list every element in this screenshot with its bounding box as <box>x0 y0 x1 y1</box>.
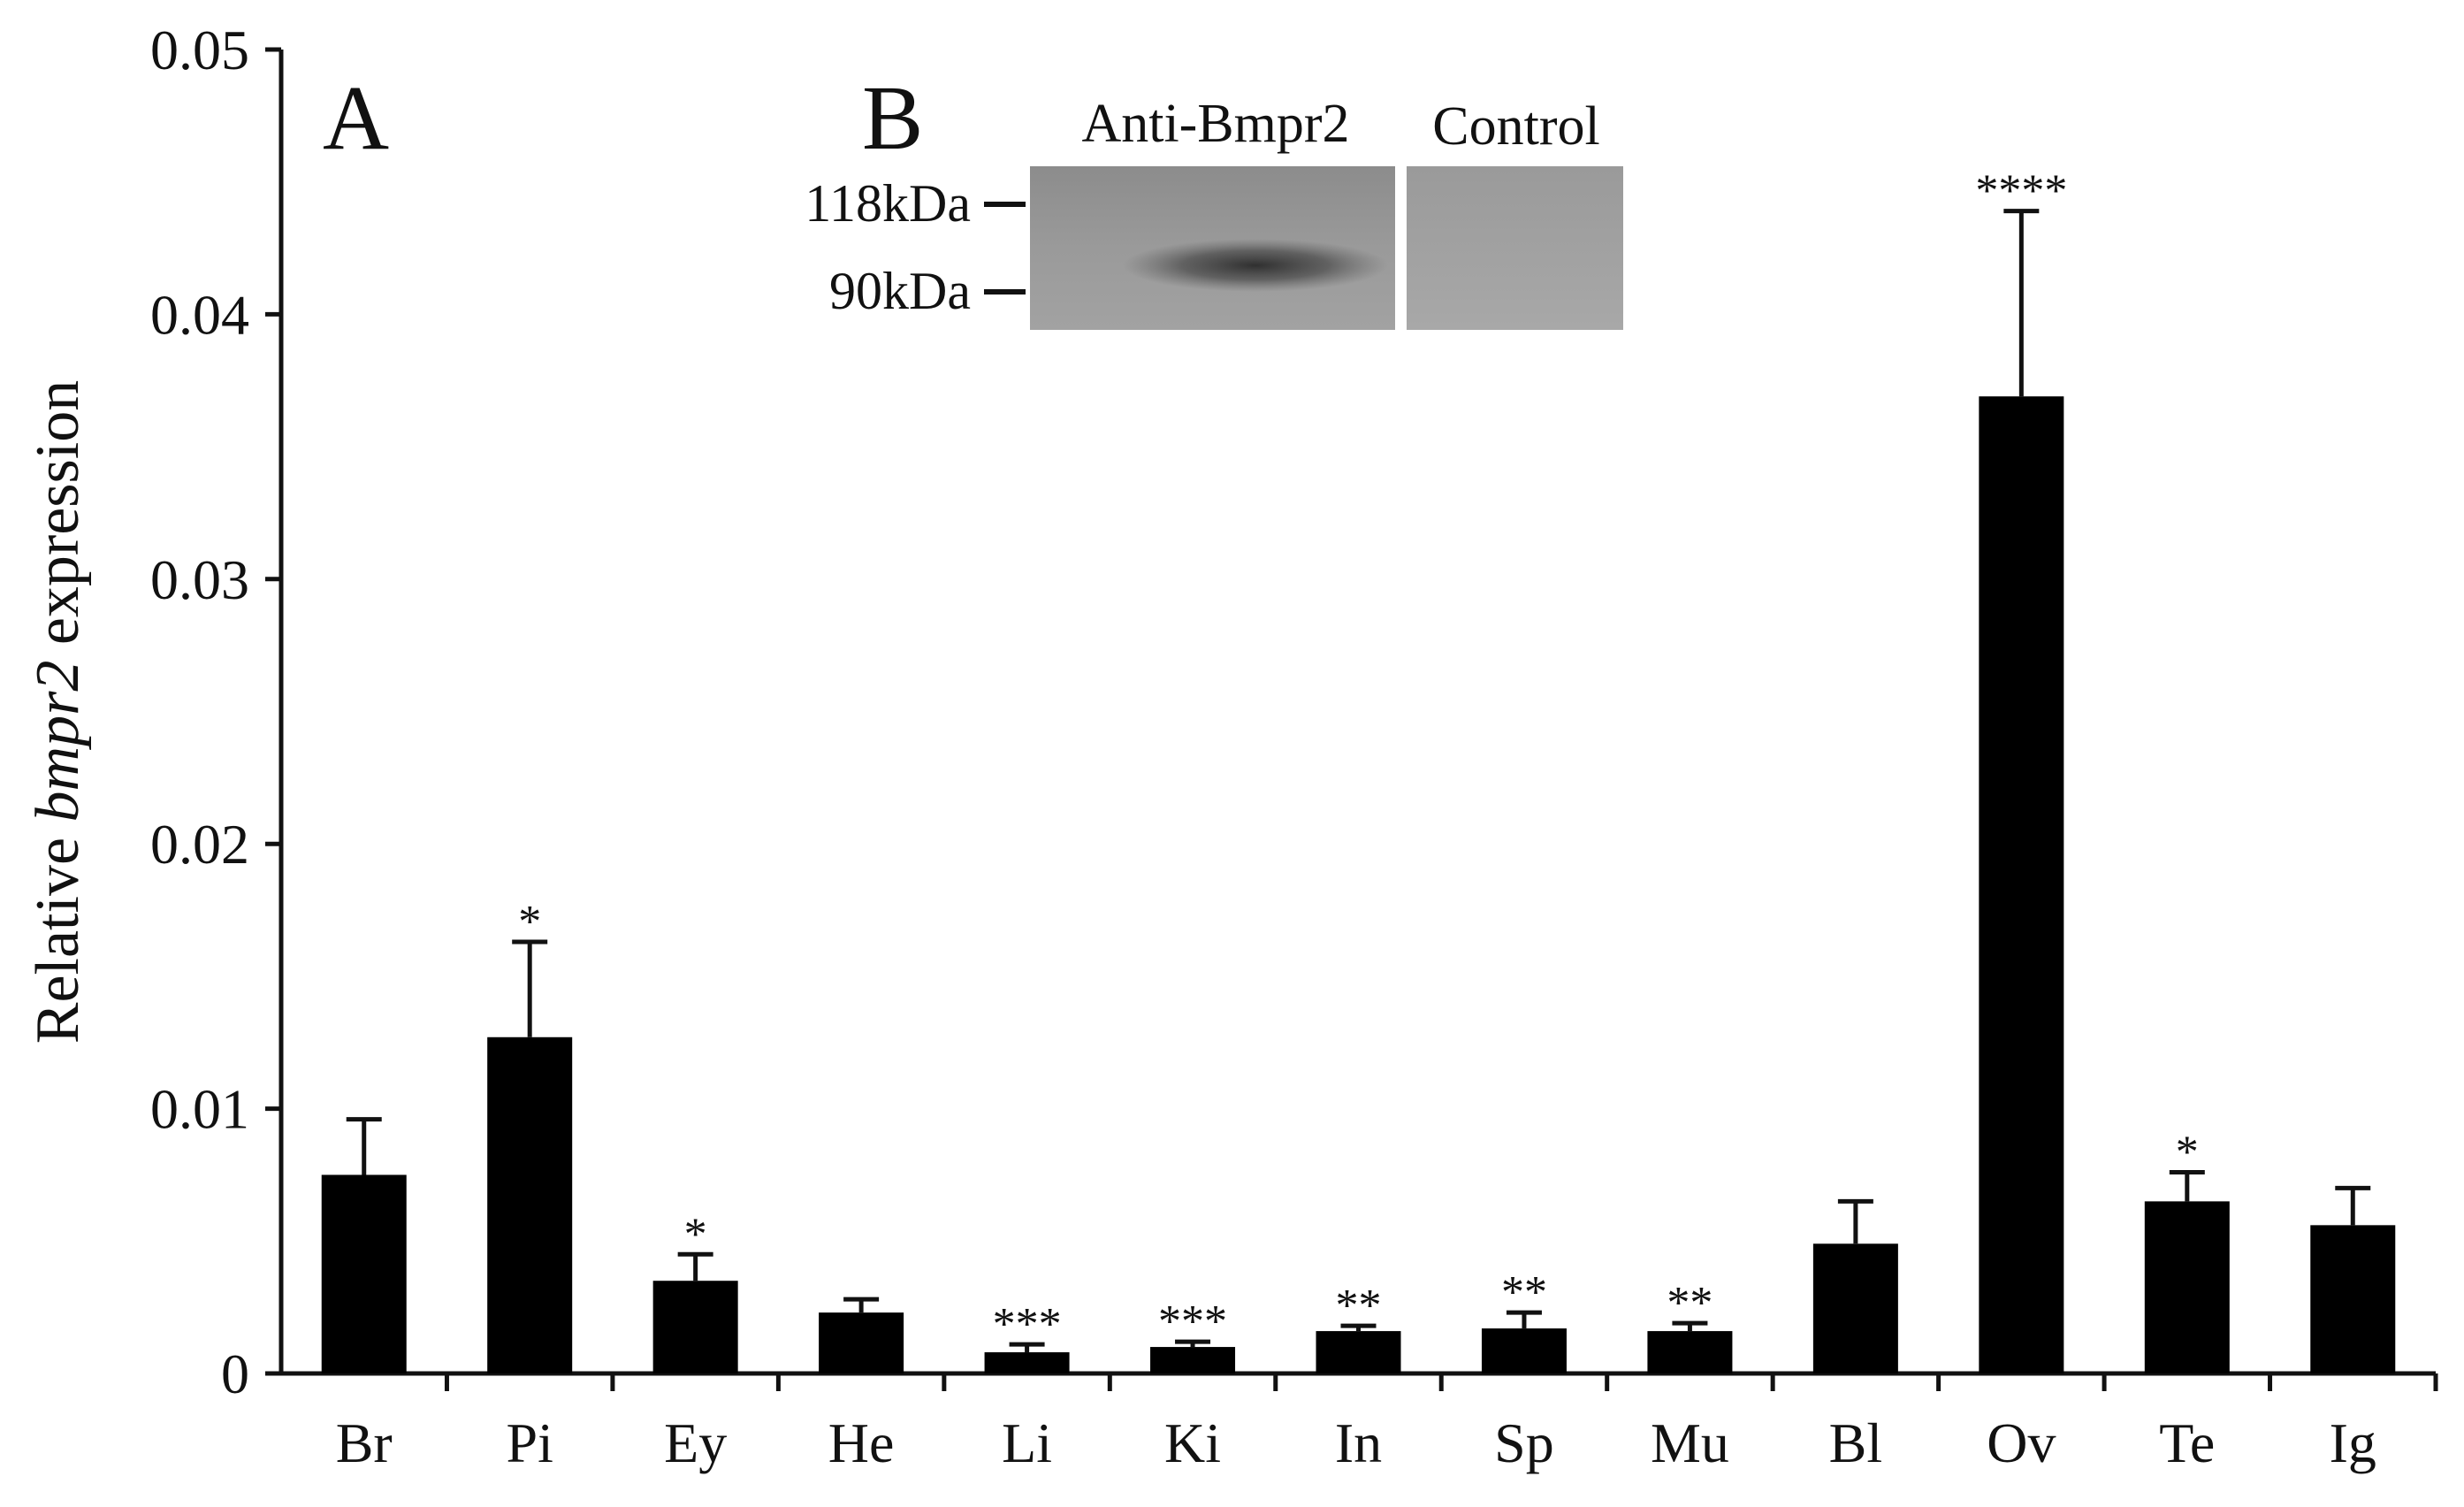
bar-mu <box>1647 1331 1733 1373</box>
significance-ov: **** <box>1975 166 2067 217</box>
y-tick-label: 0.04 <box>150 283 249 346</box>
significance-marks: ***** *** ** ** ******* <box>518 166 2199 1350</box>
bar-li <box>984 1352 1070 1373</box>
significance-te: * <box>2176 1127 2199 1177</box>
bars <box>321 396 2396 1373</box>
category-label-te: Te <box>2159 1411 2215 1474</box>
bar-in <box>1316 1331 1401 1373</box>
y-tick-label: 0.05 <box>150 19 249 81</box>
category-label-he: He <box>828 1411 895 1474</box>
category-label-ki: Ki <box>1164 1411 1221 1474</box>
category-label-br: Br <box>336 1411 393 1474</box>
y-tick-label: 0.02 <box>150 813 249 876</box>
category-label-in: In <box>1335 1411 1382 1474</box>
category-label-ov: Ov <box>1987 1411 2056 1474</box>
significance-sp: ** <box>1501 1267 1547 1318</box>
significance-pi: * <box>518 897 541 947</box>
bar-bl <box>1812 1243 1898 1373</box>
bar-ov <box>1979 396 2064 1373</box>
western-blot-inset: B Anti-Bmpr2 Control 118kDa 90kDa <box>805 67 1623 330</box>
category-label-li: Li <box>1002 1411 1052 1474</box>
y-tick-label: 0 <box>221 1343 249 1405</box>
y-tick-label: 0.03 <box>150 548 249 611</box>
panel-label-b: B <box>862 67 923 169</box>
bar-br <box>321 1174 407 1373</box>
panel-label-a: A <box>323 67 389 169</box>
bar-he <box>819 1312 904 1373</box>
category-label-sp: Sp <box>1494 1411 1554 1474</box>
significance-in: ** <box>1336 1281 1382 1331</box>
y-ticks: 0 0.01 0.02 0.03 0.04 0.05 <box>150 19 281 1405</box>
significance-li: *** <box>993 1299 1062 1350</box>
bar-ey <box>652 1281 738 1373</box>
marker-118kda: 118kDa <box>805 174 971 233</box>
category-label-bl: Bl <box>1829 1411 1882 1474</box>
bar-ki <box>1150 1347 1236 1373</box>
bar-pi <box>487 1037 573 1373</box>
category-labels: Br Pi Ey He Li Ki In Sp Mu Bl Ov Te Ig <box>336 1411 2376 1474</box>
significance-mu: ** <box>1667 1278 1713 1328</box>
lane-label-anti-bmpr2: Anti-Bmpr2 <box>1081 94 1349 154</box>
bar-ig <box>2310 1225 2396 1373</box>
y-axis-title: Relative bmpr2 expression <box>24 380 92 1044</box>
category-label-ig: Ig <box>2330 1411 2376 1474</box>
blot-band <box>1123 239 1388 292</box>
bar-sp <box>1481 1328 1567 1373</box>
category-label-pi: Pi <box>507 1411 553 1474</box>
error-bars <box>346 209 2371 1353</box>
blot-lane-control <box>1407 166 1623 330</box>
y-tick-label: 0.01 <box>150 1078 249 1141</box>
significance-ey: * <box>684 1209 707 1259</box>
category-label-ey: Ey <box>664 1411 727 1474</box>
marker-90kda: 90kDa <box>829 262 971 320</box>
x-ticks <box>444 1373 2438 1391</box>
significance-ki: *** <box>1158 1297 1227 1347</box>
bar-te <box>2144 1201 2230 1373</box>
category-label-mu: Mu <box>1651 1411 1729 1474</box>
lane-label-control: Control <box>1432 96 1599 157</box>
